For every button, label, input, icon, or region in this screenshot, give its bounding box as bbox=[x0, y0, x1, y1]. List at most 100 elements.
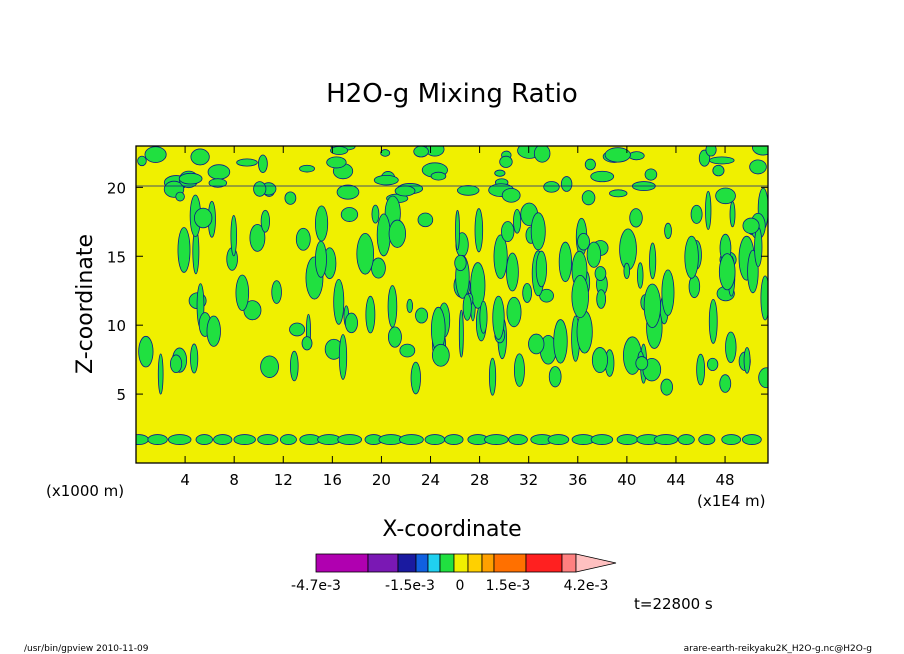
moist-cell-upper bbox=[253, 181, 267, 197]
colorbar-label: -4.7e-3 bbox=[291, 578, 341, 594]
moist-plume bbox=[387, 285, 398, 328]
colorbar-segment bbox=[427, 553, 441, 573]
moist-plume bbox=[623, 262, 631, 280]
moist-cell-upper bbox=[207, 164, 231, 180]
moist-plume bbox=[289, 350, 299, 382]
moist-cell-low bbox=[721, 434, 742, 445]
moist-plume bbox=[493, 234, 508, 280]
x-axis: 4 8 12 16 20 24 28 32 36 40 44 48 bbox=[180, 146, 735, 489]
moist-plume bbox=[754, 226, 763, 268]
moist-plume bbox=[760, 275, 768, 321]
moist-plume bbox=[271, 280, 282, 304]
moist-plume bbox=[758, 367, 768, 389]
y-axis-label: Z-coordinate bbox=[73, 234, 98, 374]
x-tick-label: 44 bbox=[666, 471, 685, 489]
moist-plume bbox=[170, 354, 183, 374]
moist-plume bbox=[470, 262, 486, 309]
moist-plume bbox=[431, 343, 450, 367]
colorbar-label: 4.2e-3 bbox=[564, 578, 609, 594]
time-label: t=22800 s bbox=[634, 595, 713, 613]
moist-cell-low bbox=[257, 434, 279, 445]
moist-cell-low bbox=[337, 434, 363, 445]
moist-cell-upper bbox=[581, 190, 596, 206]
colorbar-segment bbox=[561, 553, 577, 573]
moist-plume bbox=[289, 322, 306, 337]
moist-plume bbox=[338, 334, 348, 380]
moist-cell-low bbox=[653, 434, 679, 445]
moist-plume bbox=[455, 209, 460, 251]
footer-right: arare-earth-reikyaku2K_H2O-g.nc@H2O-g bbox=[684, 644, 872, 654]
moist-plume bbox=[629, 208, 643, 228]
moist-plume bbox=[206, 315, 221, 347]
moist-plume bbox=[235, 274, 250, 312]
moist-plume bbox=[705, 190, 712, 231]
moist-plume bbox=[660, 378, 673, 396]
moist-cell-upper bbox=[413, 146, 429, 158]
x-tick-label: 48 bbox=[716, 471, 735, 489]
moist-cell-upper bbox=[144, 146, 167, 163]
moist-cell-upper bbox=[752, 146, 768, 156]
moist-cell-low bbox=[299, 434, 321, 445]
moist-plume bbox=[688, 275, 701, 299]
moist-plume bbox=[157, 353, 164, 395]
moist-cell-upper bbox=[299, 164, 315, 173]
moist-cell-low bbox=[444, 434, 464, 445]
moist-cell-upper bbox=[258, 154, 268, 173]
moist-cell-low bbox=[195, 434, 213, 445]
moist-plume bbox=[249, 223, 266, 252]
y-axis: 5 10 15 20 bbox=[107, 179, 768, 404]
moist-cell-low bbox=[167, 434, 192, 445]
moist-plume bbox=[488, 357, 497, 396]
moist-cell-upper bbox=[709, 156, 735, 165]
moist-plume bbox=[690, 204, 703, 224]
colorbar-segment bbox=[493, 553, 527, 573]
moist-plume bbox=[571, 274, 589, 319]
moist-plume bbox=[664, 222, 672, 239]
moist-plume bbox=[356, 232, 375, 275]
moist-plume bbox=[558, 241, 573, 283]
moist-plume bbox=[376, 213, 391, 257]
moist-plume bbox=[528, 333, 545, 355]
moist-plume bbox=[501, 221, 515, 243]
moist-plume bbox=[591, 347, 608, 374]
moist-cell-upper bbox=[190, 148, 210, 166]
moist-cell-low bbox=[677, 434, 695, 445]
moist-plume bbox=[190, 343, 199, 374]
moist-plume bbox=[479, 300, 488, 334]
colorbar-segment bbox=[481, 553, 495, 573]
x-tick-label: 4 bbox=[180, 471, 190, 489]
moist-cell-upper bbox=[178, 172, 203, 185]
moist-plume bbox=[365, 295, 376, 334]
colorbar-segment bbox=[439, 553, 455, 573]
colorbar-segment bbox=[467, 553, 483, 573]
moist-cell-upper bbox=[501, 188, 521, 203]
y-tick-label: 10 bbox=[107, 317, 126, 335]
moist-plume bbox=[193, 207, 213, 229]
moist-cell-upper bbox=[430, 171, 447, 181]
moist-cell-upper bbox=[336, 184, 360, 200]
plot-area bbox=[135, 145, 769, 464]
moist-cell-upper bbox=[330, 146, 349, 155]
colorbar-arrow bbox=[575, 553, 617, 573]
moist-cell-upper bbox=[628, 151, 645, 161]
moist-plume bbox=[506, 252, 519, 292]
moist-cell-upper bbox=[394, 185, 416, 197]
moist-cell-upper bbox=[457, 185, 480, 196]
colorbar-labels: -4.7e-3 -1.5e-3 0 1.5e-3 4.2e-3 bbox=[291, 578, 608, 594]
moist-plume bbox=[553, 319, 568, 364]
moist-cell-upper bbox=[715, 187, 736, 205]
colorbar-label: 1.5e-3 bbox=[486, 578, 531, 594]
y-tick-label: 15 bbox=[107, 248, 126, 266]
moist-cell-low bbox=[317, 434, 341, 445]
moist-plume bbox=[462, 293, 472, 321]
y-tick-label: 5 bbox=[116, 386, 126, 404]
moist-plume bbox=[649, 242, 657, 280]
moist-plume bbox=[177, 227, 191, 273]
moist-cell-low bbox=[213, 434, 233, 445]
moist-plume bbox=[417, 212, 434, 228]
moist-plume bbox=[535, 250, 547, 288]
moist-plume bbox=[725, 331, 737, 363]
moist-plume bbox=[718, 253, 736, 291]
moist-cell-upper bbox=[543, 181, 560, 193]
